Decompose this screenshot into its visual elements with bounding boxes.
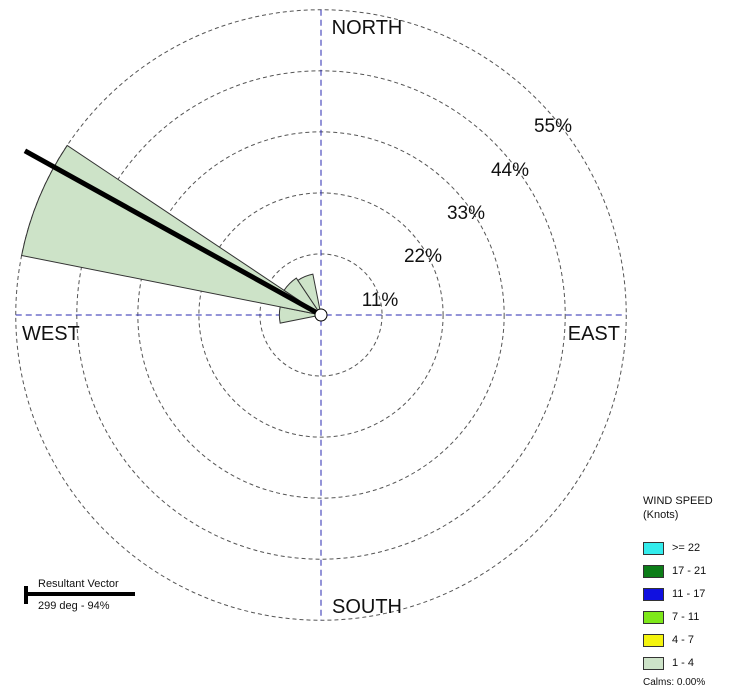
ring-label-44: 44%	[491, 160, 529, 181]
legend-item: >= 22	[643, 538, 728, 558]
legend-swatch	[643, 656, 664, 670]
legend-item-label: 1 - 4	[672, 657, 695, 669]
legend-item-label: 7 - 11	[672, 611, 700, 623]
legend-item: 4 - 7	[643, 630, 728, 650]
resultant-vector-line	[23, 148, 323, 318]
ring-label-55: 55%	[534, 116, 572, 137]
legend-item: 17 - 21	[643, 561, 728, 581]
resultant-vector-title: Resultant Vector	[38, 578, 119, 590]
wind-speed-legend: WIND SPEED (Knots) >= 22 17 - 21 11 - 17…	[643, 494, 728, 688]
center-circle	[314, 308, 328, 322]
north-label: NORTH	[332, 17, 403, 39]
legend-swatch	[643, 541, 664, 555]
legend-item-label: >= 22	[672, 542, 701, 554]
legend-item-label: 11 - 17	[672, 588, 706, 600]
legend-swatch	[643, 633, 664, 647]
east-label: EAST	[568, 323, 620, 345]
petal-315deg	[283, 277, 322, 316]
petal-337.5deg	[297, 273, 322, 316]
legend-item: 1 - 4	[643, 653, 728, 673]
resultant-vector-value: 299 deg - 94%	[38, 600, 110, 612]
calms-value: Calms: 0.00%	[643, 677, 706, 688]
ring-label-33: 33%	[447, 203, 485, 224]
resultant-vector-key-bar	[24, 592, 135, 596]
legend-swatch	[643, 610, 664, 624]
west-label: WEST	[22, 323, 80, 345]
ring-label-22: 22%	[404, 246, 442, 267]
resultant-vector	[23, 148, 323, 318]
legend-units: (Knots)	[643, 509, 679, 521]
legend-item-label: 4 - 7	[672, 634, 695, 646]
legend-item: 11 - 17	[643, 584, 728, 604]
ring-label-11: 11%	[362, 290, 399, 311]
legend-swatch	[643, 564, 664, 578]
legend-item-label: 17 - 21	[672, 565, 707, 577]
south-label: SOUTH	[332, 596, 402, 618]
legend-swatch	[643, 587, 664, 601]
legend-item: 7 - 11	[643, 607, 728, 627]
legend-title: WIND SPEED	[643, 495, 713, 507]
